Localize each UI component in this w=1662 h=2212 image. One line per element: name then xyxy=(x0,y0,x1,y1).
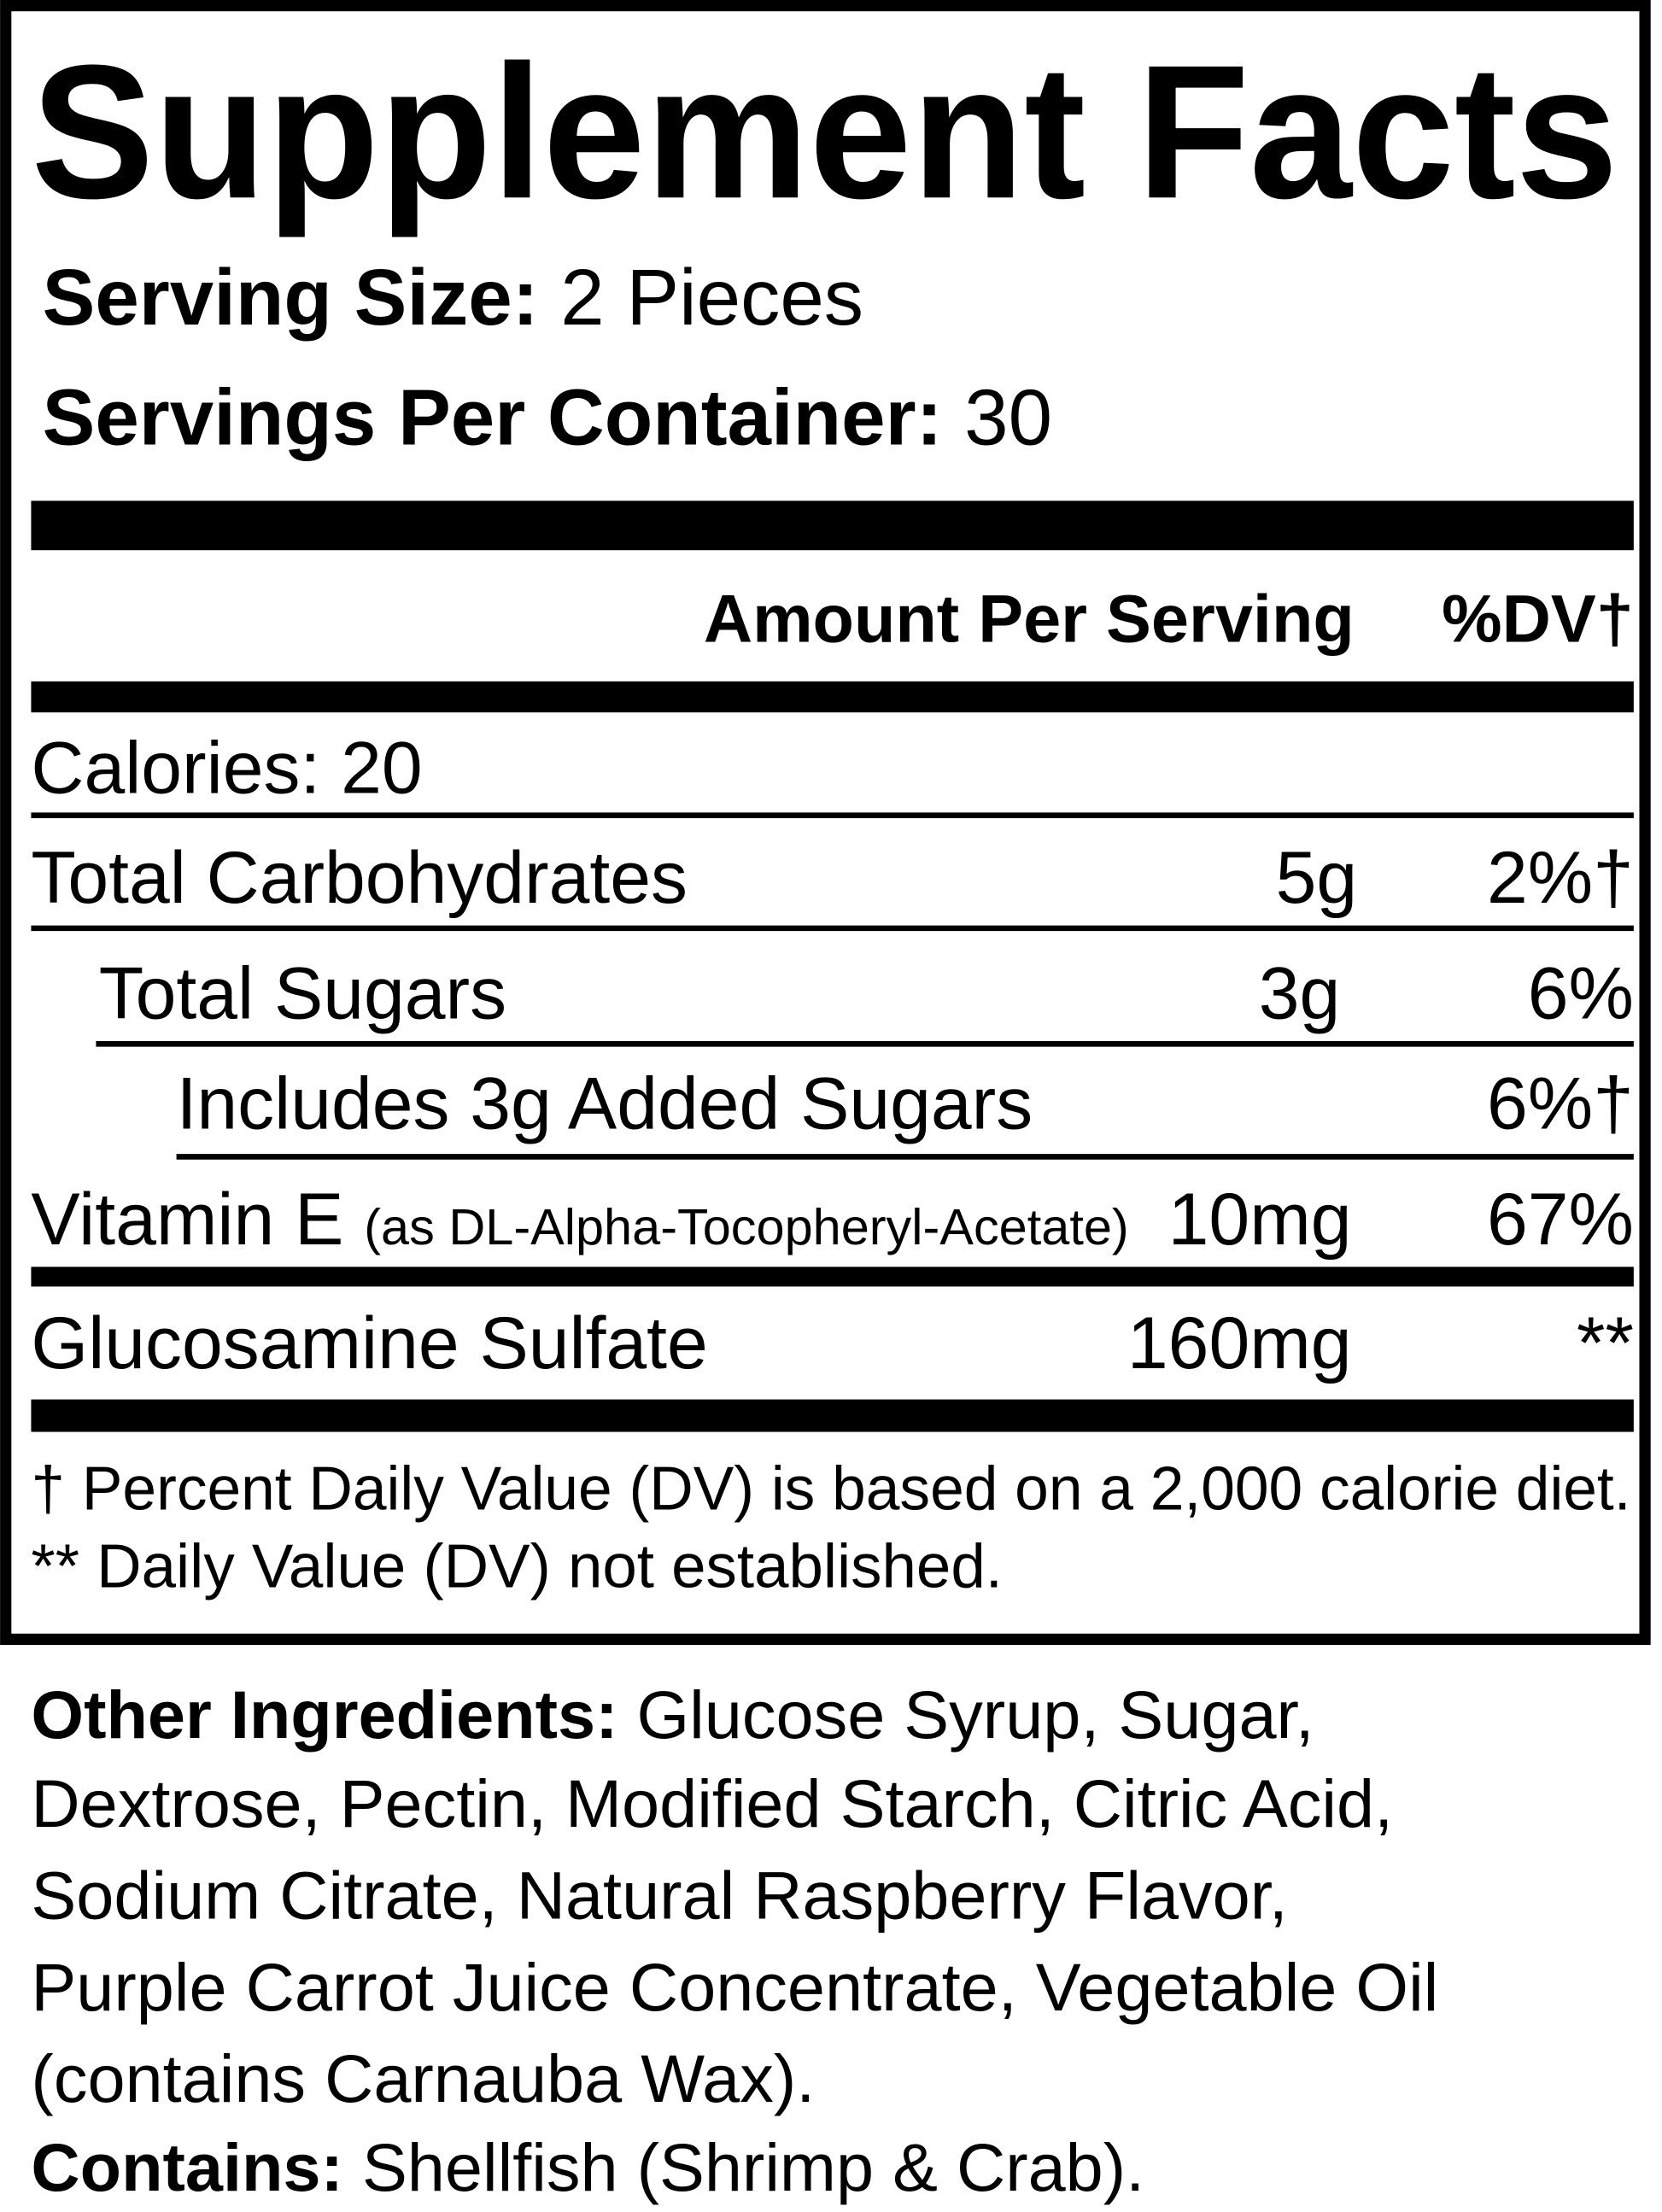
bar xyxy=(31,681,1634,713)
row-amount: 5g xyxy=(1276,837,1358,919)
ingredients-line: Sodium Citrate, Natural Raspberry Flavor… xyxy=(31,1857,1287,1933)
serving-size: Serving Size: 2 Pieces xyxy=(43,253,863,342)
detail: (as DL-Alpha-Tocopheryl-Acetate) xyxy=(364,1198,1128,1255)
header-dv: %DV† xyxy=(1442,581,1634,657)
row-dv: 6%† xyxy=(1487,1062,1634,1144)
bar xyxy=(31,500,1634,551)
row-name: Total Sugars xyxy=(99,953,506,1035)
row-dv: 6% xyxy=(1528,953,1634,1035)
ingredients-line: Dextrose, Pectin, Modified Starch, Citri… xyxy=(31,1765,1393,1841)
text: Glucose Syrup, Sugar, xyxy=(637,1677,1314,1753)
label: Servings Per Container: xyxy=(43,372,943,461)
facts-box xyxy=(0,0,1651,1645)
calories: Calories: 20 xyxy=(31,727,422,809)
row-name: Vitamin E (as DL-Alpha-Tocopheryl-Acetat… xyxy=(31,1179,1128,1261)
value: 30 xyxy=(964,372,1052,461)
ingredients-line: Purple Carrot Juice Concentrate, Vegetab… xyxy=(31,1949,1438,2025)
servings-per-container: Servings Per Container: 30 xyxy=(43,372,1052,461)
row-name: Glucosamine Sulfate xyxy=(31,1302,707,1384)
footnote: † Percent Daily Value (DV) is based on a… xyxy=(31,1454,1630,1523)
row-dv: 2%† xyxy=(1487,837,1634,919)
header-amount: Amount Per Serving xyxy=(704,581,1355,657)
ingredients-line: Other Ingredients: Glucose Syrup, Sugar, xyxy=(31,1677,1314,1753)
row-name: Total Carbohydrates xyxy=(31,837,688,919)
title: Supplement Facts xyxy=(31,26,1618,238)
ingredients-line: (contains Carnauba Wax). xyxy=(31,2040,815,2116)
footnote: ** Daily Value (DV) not established. xyxy=(31,1531,1003,1600)
row-amount: 3g xyxy=(1259,953,1341,1035)
label: Serving Size: xyxy=(43,253,539,342)
name: Vitamin E xyxy=(31,1179,343,1261)
value: Shellfish (Shrimp & Crab). xyxy=(362,2129,1144,2205)
row-dv: ** xyxy=(1577,1302,1634,1384)
contains: Contains: Shellfish (Shrimp & Crab). xyxy=(31,2129,1144,2205)
value: 2 Pieces xyxy=(560,253,863,342)
row-amount: 160mg xyxy=(1127,1302,1352,1384)
label: Contains: xyxy=(31,2129,342,2205)
label: Other Ingredients: xyxy=(31,1677,617,1753)
bar xyxy=(31,1267,1634,1287)
row-dv: 67% xyxy=(1487,1179,1634,1261)
row-name: Includes 3g Added Sugars xyxy=(177,1062,1033,1144)
bar xyxy=(31,1399,1634,1432)
row-amount: 10mg xyxy=(1168,1179,1352,1261)
